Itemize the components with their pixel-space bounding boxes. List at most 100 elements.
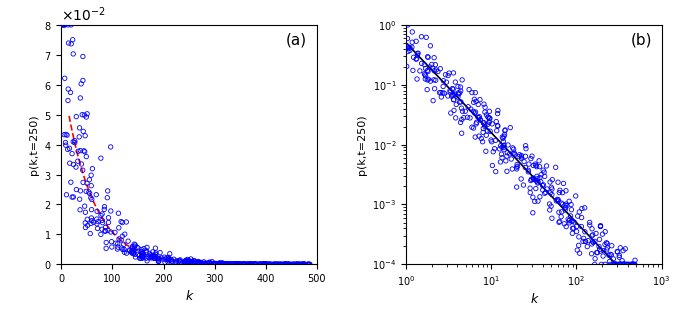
Point (113, 211, 124, 216)
Point (173, 258, 184, 263)
Point (179, 260, 190, 265)
Point (449, 91, 460, 96)
Point (402, 36, 413, 41)
Point (512, 162, 522, 167)
Point (289, 262, 300, 267)
Point (60, 143, 71, 148)
Point (116, 238, 127, 243)
Point (121, 251, 132, 256)
Point (401, 64, 412, 69)
Point (602, 241, 612, 246)
Point (251, 262, 262, 267)
Point (525, 156, 536, 161)
Point (231, 262, 241, 267)
X-axis label: k: k (530, 293, 537, 306)
Point (563, 218, 574, 223)
Point (299, 262, 310, 267)
Point (195, 261, 206, 266)
Point (215, 261, 226, 266)
Point (584, 222, 595, 227)
Point (299, 262, 310, 267)
Point (567, 219, 578, 224)
Point (532, 176, 543, 181)
Point (97, 218, 108, 223)
Point (146, 253, 157, 258)
Point (587, 241, 597, 246)
Point (468, 100, 479, 105)
Point (612, 249, 623, 254)
Point (477, 139, 488, 144)
Point (428, 98, 439, 103)
Point (280, 262, 291, 267)
Point (560, 205, 571, 210)
Point (255, 262, 266, 267)
Point (204, 260, 215, 265)
Point (86, 216, 97, 220)
Point (227, 261, 238, 266)
Point (210, 261, 221, 266)
Point (71, 114, 82, 119)
Point (427, 66, 438, 71)
Point (214, 261, 225, 266)
Point (518, 159, 529, 164)
Point (138, 254, 149, 259)
Point (454, 100, 465, 105)
Point (130, 254, 141, 259)
Point (95, 156, 106, 160)
Point (233, 261, 244, 266)
Point (188, 260, 198, 265)
Point (470, 90, 481, 95)
Point (116, 219, 127, 224)
Point (539, 170, 550, 175)
Point (198, 259, 209, 264)
Point (78, 129, 89, 134)
Point (507, 151, 518, 156)
Point (303, 262, 314, 267)
Point (271, 262, 282, 267)
Point (76, 81, 87, 86)
Point (437, 91, 448, 95)
Point (138, 246, 149, 251)
Point (139, 253, 150, 258)
Point (570, 193, 581, 198)
Point (520, 146, 531, 151)
Point (475, 97, 486, 102)
Point (469, 111, 480, 116)
Point (422, 77, 433, 82)
Point (455, 120, 466, 125)
Point (136, 249, 147, 254)
Point (480, 149, 491, 154)
Point (221, 261, 232, 266)
Point (192, 259, 203, 264)
Y-axis label: p(k,t=250): p(k,t=250) (29, 114, 39, 175)
Point (431, 67, 442, 72)
Point (582, 244, 593, 249)
Point (614, 253, 625, 258)
Point (71, 187, 82, 192)
Point (58, 22, 69, 27)
Point (477, 130, 488, 135)
Point (114, 236, 125, 241)
Point (598, 248, 609, 253)
Point (604, 259, 615, 264)
Point (203, 261, 213, 266)
Point (205, 260, 216, 265)
Point (280, 262, 291, 267)
Point (232, 262, 243, 267)
Point (291, 262, 302, 267)
Point (265, 262, 276, 267)
Point (124, 248, 135, 253)
Point (516, 156, 527, 161)
Point (255, 262, 266, 267)
Point (292, 262, 303, 267)
Point (214, 261, 225, 266)
Point (130, 252, 140, 257)
Point (102, 228, 113, 233)
Point (425, 43, 436, 48)
Point (235, 262, 246, 267)
Point (546, 185, 557, 190)
Point (422, 68, 433, 73)
Point (297, 262, 308, 267)
Point (164, 256, 175, 261)
Point (119, 232, 130, 237)
